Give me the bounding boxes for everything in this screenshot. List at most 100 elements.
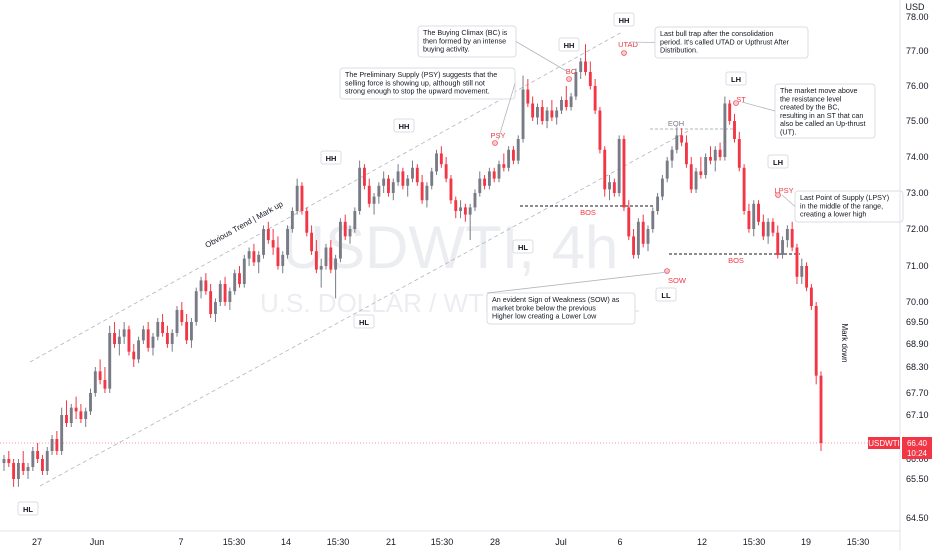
candle-body (391, 182, 395, 193)
time-tick-label: 12 (697, 537, 707, 547)
candle-body (89, 393, 92, 412)
candle-body (795, 247, 799, 277)
annotations: The Preliminary Supply (PSY) suggests th… (339, 25, 904, 325)
currency-label: USD (905, 2, 925, 12)
candle-body (689, 164, 693, 190)
candle-body (694, 171, 698, 190)
pivot-box (320, 150, 342, 165)
candle-body (290, 211, 294, 229)
candle-body (93, 371, 97, 393)
candle-body (507, 149, 511, 168)
time-tick-label: Jul (555, 537, 567, 547)
pivot-label: HH (326, 154, 337, 163)
candle-body (60, 415, 64, 451)
candle-body (199, 280, 203, 292)
candle-body (819, 375, 823, 443)
candle-body (65, 415, 68, 423)
pivot-box (655, 287, 677, 302)
candle-body (252, 251, 256, 263)
candle-body (146, 329, 150, 348)
candle-body (204, 280, 208, 292)
candle-body (16, 463, 20, 479)
bos-label: BOS (728, 256, 744, 265)
candle-body (459, 207, 463, 211)
bos-label: BOS (580, 208, 596, 217)
candle-body (2, 459, 6, 463)
candle-body (651, 211, 655, 229)
pivot-box (558, 37, 580, 52)
price-tick-label: 78.00 (906, 12, 929, 22)
price-tick-label: 65.50 (906, 474, 929, 484)
symbol-tag-bg (868, 437, 900, 449)
candle-body (338, 221, 342, 259)
candle-body (603, 149, 607, 190)
candle-body (454, 200, 458, 211)
candle-body (511, 149, 515, 161)
annotation-line: Higher low creating a Lower Low (492, 312, 597, 321)
candle-body (348, 229, 352, 237)
pivot-label: HL (359, 318, 369, 327)
candle-body (334, 258, 338, 270)
candle-body (141, 329, 145, 341)
tag-dot-psy (492, 140, 498, 146)
annotation-line: (UT). (780, 128, 796, 137)
candle-body (785, 229, 789, 241)
candle-body (805, 266, 809, 288)
pivot-label: HL (518, 243, 528, 252)
candle-body (487, 171, 491, 186)
candle-body (670, 149, 674, 161)
price-tick-label: 74.00 (906, 152, 929, 162)
candle-body (406, 178, 410, 186)
candle-body (319, 266, 323, 270)
candle-body (531, 103, 535, 118)
time-tick-label: 15:30 (223, 537, 246, 547)
candle-body (295, 185, 299, 211)
candle-body (723, 103, 727, 157)
tag-dot-lpsy (775, 192, 781, 198)
candle-body (569, 96, 573, 107)
tag-sow: SOW (668, 276, 687, 285)
candle-body (314, 251, 318, 270)
candle-body (680, 135, 684, 143)
candle-body (367, 185, 371, 204)
candle-body (593, 86, 597, 111)
candle-body (79, 411, 83, 419)
candle-body (439, 153, 443, 165)
candle-body (660, 178, 664, 197)
candle-body (430, 171, 434, 186)
pivot-label: HL (23, 505, 33, 514)
time-tick-label: 15:30 (743, 537, 766, 547)
annotation-line: strong enough to stop the upward movemen… (345, 87, 490, 96)
annotation-line: selling force is showing up, although st… (345, 78, 485, 87)
candle-body (189, 322, 193, 341)
annotation-line: The Buying Climax (BC) is (423, 28, 508, 37)
candle-body (718, 149, 722, 157)
price-tick-label: 77.00 (906, 46, 929, 56)
candle-body (560, 100, 563, 111)
candle-body (502, 164, 506, 168)
candle-body (497, 164, 501, 179)
price-tick-label: 68.30 (906, 362, 929, 372)
candle-body (435, 153, 438, 172)
candle-body (286, 229, 289, 255)
candle-body (444, 164, 448, 179)
candle-body (526, 89, 530, 104)
candle-body (242, 258, 246, 284)
annotation-line: buying activity. (423, 45, 470, 54)
candle-body (584, 61, 587, 72)
annotation-pointer (515, 41, 569, 73)
candle-body (113, 333, 116, 344)
candle-body (372, 196, 376, 204)
candle-body (262, 229, 265, 255)
time-axis[interactable]: 27 Jun 7 15:30 14 15:30 21 15:30 28 Jul 6 12 15:30 19… (0, 530, 900, 547)
candle-body (733, 121, 736, 139)
candle-body (814, 306, 818, 376)
candle-body (151, 336, 155, 348)
annotation-line: the resistance level (780, 94, 842, 103)
annotation-line: The Preliminary Supply (PSY) suggests th… (345, 70, 497, 79)
tag-utad: UTAD (618, 40, 638, 49)
